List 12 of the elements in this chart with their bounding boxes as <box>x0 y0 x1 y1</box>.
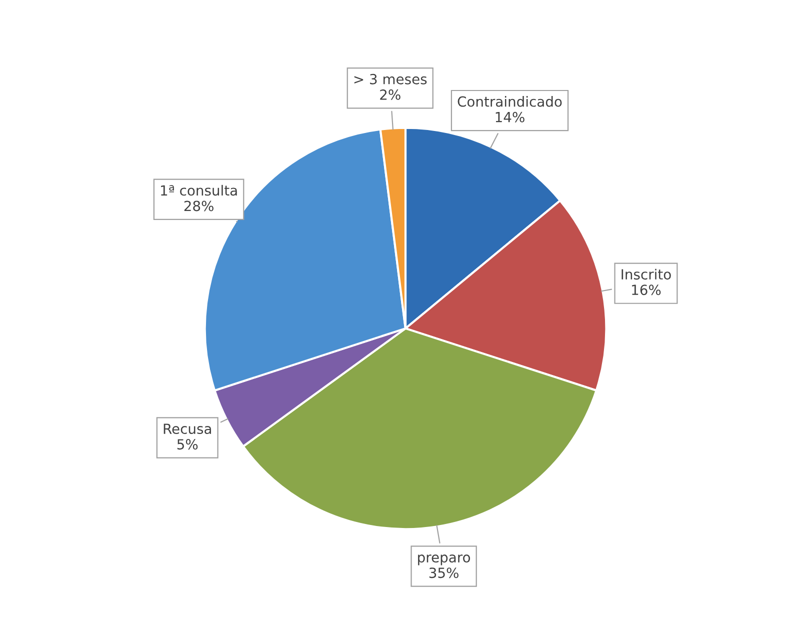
slice-label: Inscrito <box>622 268 671 280</box>
slice-label: 1ª consulta <box>161 184 237 196</box>
slice-label: Contraindicado <box>458 96 562 107</box>
slice-label: preparo <box>418 554 470 566</box>
data-label: 35% <box>429 568 458 578</box>
data-label: 5% <box>177 439 198 450</box>
data-label: 16% <box>632 284 661 296</box>
data-label: 28% <box>184 200 214 212</box>
slice-label: > 3 meses <box>354 74 427 84</box>
slice-label: Recusa <box>164 424 211 434</box>
data-label: 2% <box>380 89 400 100</box>
data-label: 14% <box>496 112 524 122</box>
